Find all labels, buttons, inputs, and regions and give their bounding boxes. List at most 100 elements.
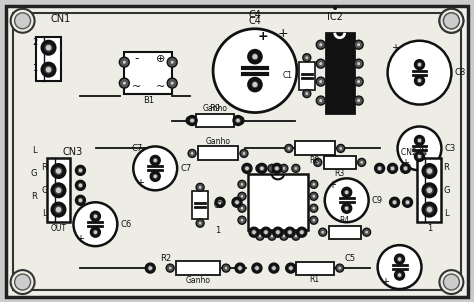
Circle shape [321,230,325,234]
Circle shape [280,164,288,172]
Circle shape [422,164,437,178]
Circle shape [345,190,349,194]
Text: C4: C4 [248,16,261,26]
Circle shape [272,163,282,173]
Circle shape [249,227,259,237]
Circle shape [273,227,283,237]
Circle shape [45,66,52,73]
Circle shape [242,163,252,173]
Circle shape [240,207,244,210]
Circle shape [248,78,262,92]
Circle shape [417,79,422,83]
Circle shape [233,116,243,126]
Circle shape [319,62,323,66]
Circle shape [167,78,177,88]
Bar [299,62,315,90]
Circle shape [188,119,192,122]
Circle shape [402,197,412,207]
Circle shape [248,50,262,64]
Circle shape [314,159,322,166]
Circle shape [196,183,204,191]
Circle shape [238,204,246,212]
Circle shape [397,257,402,261]
Circle shape [260,166,264,171]
Text: C8: C8 [455,68,465,77]
Circle shape [288,230,292,234]
Circle shape [252,263,262,273]
Text: Ganho: Ganho [202,104,228,113]
Circle shape [426,187,433,194]
Circle shape [170,60,174,64]
Text: R4: R4 [339,216,350,225]
Bar [296,262,334,275]
Text: 2: 2 [32,38,37,47]
Circle shape [360,161,364,164]
Circle shape [272,266,276,270]
Text: C9: C9 [372,196,383,205]
Circle shape [256,232,264,240]
Text: -: - [134,52,138,65]
Circle shape [150,156,160,165]
Circle shape [401,163,410,173]
Circle shape [325,178,369,222]
Circle shape [45,44,52,51]
Circle shape [443,13,459,29]
Text: R9: R9 [210,104,220,113]
Circle shape [258,234,262,238]
Circle shape [153,158,157,162]
Circle shape [274,166,279,171]
Circle shape [388,41,451,104]
Circle shape [75,165,85,175]
Circle shape [236,118,240,123]
Bar [198,146,238,160]
Circle shape [312,207,316,210]
Text: ~: ~ [155,82,165,92]
Circle shape [280,232,288,240]
Circle shape [319,98,323,103]
Circle shape [198,221,202,225]
Circle shape [55,187,62,194]
Circle shape [338,266,341,270]
Text: ⊕: ⊕ [155,54,165,64]
Circle shape [390,197,400,207]
Circle shape [392,200,397,204]
Circle shape [316,40,325,49]
Circle shape [310,216,318,224]
Text: L: L [42,209,47,218]
Circle shape [270,234,273,238]
Text: G: G [30,169,36,178]
Circle shape [282,167,286,170]
Text: L: L [32,146,36,155]
Circle shape [166,264,174,272]
Circle shape [414,76,425,85]
Circle shape [316,77,325,86]
Circle shape [270,167,273,170]
Text: C7: C7 [180,164,191,173]
Text: C5: C5 [344,254,355,263]
Circle shape [268,232,276,240]
Circle shape [292,232,300,240]
Circle shape [55,168,62,175]
Circle shape [286,264,294,272]
Text: C7: C7 [132,144,143,153]
Circle shape [245,166,249,171]
Circle shape [15,274,31,290]
Circle shape [310,180,318,188]
Bar [176,261,220,275]
Circle shape [10,270,35,294]
Circle shape [15,13,31,29]
Circle shape [148,266,153,270]
Circle shape [390,166,395,171]
Circle shape [294,234,298,238]
Circle shape [439,9,464,33]
Circle shape [342,187,352,197]
Text: C4: C4 [248,10,261,20]
Circle shape [439,270,464,294]
Text: CN3: CN3 [63,147,82,157]
Circle shape [288,266,292,270]
Circle shape [417,63,422,67]
Circle shape [297,227,307,237]
Bar [418,159,441,222]
Text: +: + [328,180,336,190]
Text: +: + [136,178,144,188]
